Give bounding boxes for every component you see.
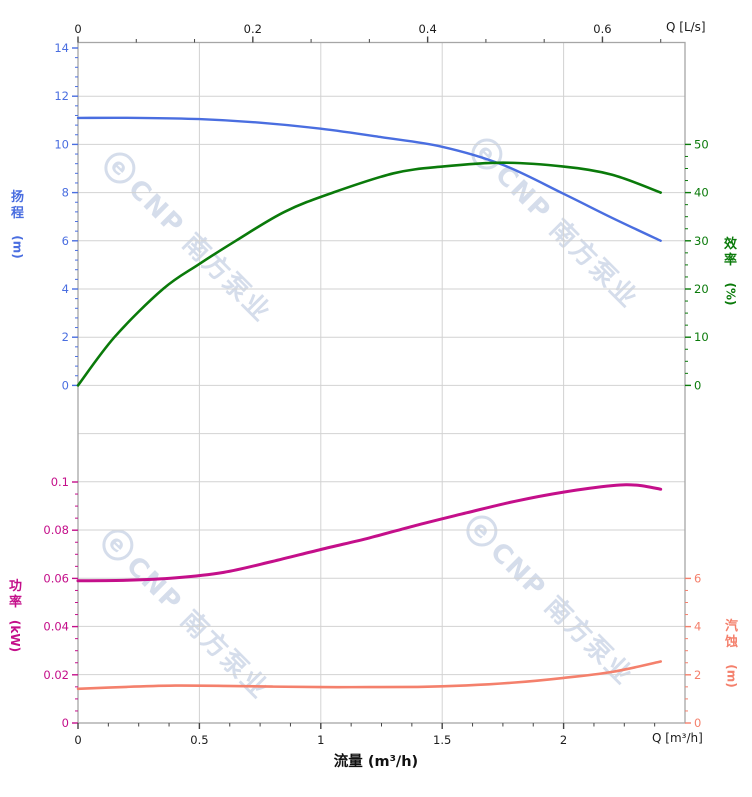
power-axis-title-text: 功率 bbox=[8, 579, 22, 610]
eff-tick-label: 50 bbox=[694, 137, 709, 151]
efficiency-axis-unit: (%) bbox=[723, 271, 738, 317]
head-tick-label: 6 bbox=[62, 234, 69, 248]
power-tick-label: 0.04 bbox=[43, 620, 69, 634]
head-axis-title-text: 扬程 bbox=[10, 190, 24, 221]
efficiency-axis-unit-text: (%) bbox=[723, 282, 738, 306]
npsh-axis-unit-text: (m) bbox=[724, 663, 739, 688]
eff-tick-label: 40 bbox=[694, 186, 709, 200]
head-tick-label: 0 bbox=[62, 378, 69, 392]
head-curve bbox=[76, 116, 662, 242]
power-tick-label: 0.02 bbox=[43, 668, 69, 682]
power-axis-unit-text: (kW) bbox=[8, 619, 23, 652]
head-tick-label: 2 bbox=[62, 330, 69, 344]
head-tick-label: 14 bbox=[54, 41, 69, 55]
npsh-axis-title-text: 汽蚀 bbox=[724, 619, 738, 650]
efficiency-axis-title-text: 效率 bbox=[723, 237, 737, 268]
npsh-tick-label: 6 bbox=[694, 571, 701, 585]
efficiency-axis-title: 效率 (%) bbox=[723, 237, 738, 317]
power-axis-title: 功率 (kW) bbox=[8, 579, 23, 659]
npsh-tick-label: 2 bbox=[694, 668, 701, 682]
bottom-axis-tick-label: 1.5 bbox=[433, 733, 451, 747]
head-axis-unit-text: (m) bbox=[10, 234, 25, 259]
npsh-axis-unit: (m) bbox=[724, 653, 739, 699]
power-tick-label: 0 bbox=[62, 716, 69, 730]
x-axis-title: 流量 (m³/h) bbox=[333, 754, 419, 770]
bottom-axis-tick-label: 1 bbox=[317, 733, 324, 747]
npsh-curve bbox=[76, 660, 662, 691]
head-tick-label: 10 bbox=[54, 137, 69, 151]
power-tick-label: 0.1 bbox=[51, 475, 69, 489]
power-tick-label: 0.06 bbox=[43, 571, 69, 585]
eff-tick-label: 10 bbox=[694, 330, 709, 344]
bottom-axis-tick-label: 0.5 bbox=[190, 733, 208, 747]
power-tick-label: 0.08 bbox=[43, 523, 69, 537]
bottom-axis-tick-label: 0 bbox=[74, 733, 81, 747]
top-axis-tick-label: 0.4 bbox=[418, 22, 436, 36]
top-axis-tick-label: 0.2 bbox=[244, 22, 262, 36]
bottom-axis-tick-label: 2 bbox=[560, 733, 567, 747]
bottom-axis-unit-label: Q [m³/h] bbox=[652, 731, 703, 745]
npsh-tick-label: 4 bbox=[694, 620, 701, 634]
head-tick-label: 8 bbox=[62, 186, 69, 200]
head-tick-label: 12 bbox=[54, 89, 69, 103]
power-curve bbox=[76, 483, 663, 583]
head-axis-title: 扬程 (m) bbox=[10, 190, 25, 270]
top-axis-tick-label: 0.6 bbox=[593, 22, 611, 36]
eff-tick-label: 0 bbox=[694, 378, 701, 392]
power-axis-unit: (kW) bbox=[8, 613, 23, 659]
npsh-axis-title: 汽蚀 (m) bbox=[724, 619, 739, 699]
eff-tick-label: 30 bbox=[694, 234, 709, 248]
head-tick-label: 4 bbox=[62, 282, 69, 296]
top-axis-tick-label: 0 bbox=[74, 22, 81, 36]
npsh-tick-label: 0 bbox=[694, 716, 701, 730]
head-axis-unit: (m) bbox=[10, 224, 25, 270]
top-axis-unit-label: Q [L/s] bbox=[666, 20, 706, 34]
eff-tick-label: 20 bbox=[694, 282, 709, 296]
eff-curve bbox=[76, 161, 662, 387]
